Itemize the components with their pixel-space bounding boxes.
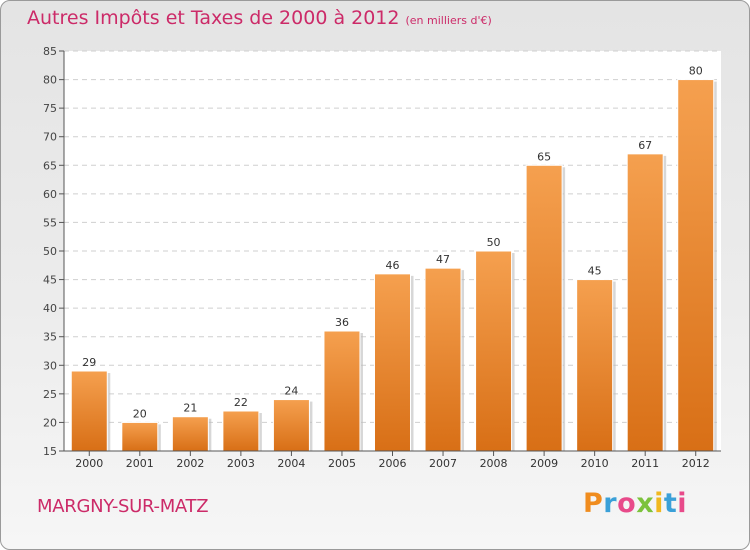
x-tick-label: 2000: [75, 457, 103, 470]
bar: [677, 79, 715, 452]
chart-title: Autres Impôts et Taxes de 2000 à 2012 (en…: [27, 7, 492, 29]
bar: [323, 330, 361, 452]
bar: [424, 267, 462, 452]
y-tick-label: 55: [43, 216, 57, 229]
data-label: 47: [436, 253, 450, 266]
data-label: 45: [588, 265, 602, 278]
y-tick-label: 45: [43, 274, 57, 287]
bar: [70, 370, 108, 452]
bar: [525, 164, 563, 452]
bar: [222, 410, 260, 452]
y-tick-label: 60: [43, 188, 57, 201]
y-tick-label: 25: [43, 388, 57, 401]
data-label: 29: [82, 356, 96, 369]
bar: [272, 399, 310, 452]
bar: [121, 421, 159, 452]
logo-letter: r: [603, 488, 618, 519]
y-tick-label: 40: [43, 302, 57, 315]
y-tick-label: 80: [43, 74, 57, 87]
chart-title-text: Autres Impôts et Taxes de 2000 à 2012: [27, 7, 400, 29]
x-tick-label: 2010: [581, 457, 609, 470]
x-tick-label: 2004: [277, 457, 305, 470]
x-tick-label: 2012: [682, 457, 710, 470]
bar: [475, 250, 513, 452]
y-tick-label: 15: [43, 445, 57, 458]
y-tick-label: 85: [43, 45, 57, 58]
data-label: 21: [183, 402, 197, 415]
logo-letter: t: [663, 488, 678, 519]
x-tick-label: 2007: [429, 457, 457, 470]
bar: [171, 416, 209, 452]
x-tick-label: 2008: [480, 457, 508, 470]
bar: [374, 273, 411, 452]
x-tick-label: 2003: [227, 457, 255, 470]
data-label: 36: [335, 316, 349, 329]
logo-letter: x: [636, 488, 655, 519]
data-label: 22: [234, 396, 248, 409]
x-tick-label: 2005: [328, 457, 356, 470]
logo-letter: i: [677, 488, 688, 519]
logo-letter: i: [654, 488, 664, 519]
y-tick-label: 35: [43, 331, 57, 344]
y-tick-label: 65: [43, 159, 57, 172]
bar: [626, 153, 664, 452]
logo-letter: P: [583, 488, 604, 519]
data-label: 20: [133, 407, 147, 420]
data-label: 46: [386, 259, 400, 272]
bars: [70, 79, 717, 452]
y-tick-label: 70: [43, 131, 57, 144]
x-tick-label: 2001: [126, 457, 154, 470]
y-tick-label: 30: [43, 359, 57, 372]
y-tick-label: 75: [43, 102, 57, 115]
data-label: 50: [487, 236, 501, 249]
x-tick-label: 2006: [379, 457, 407, 470]
x-tick-label: 2009: [530, 457, 558, 470]
y-tick-label: 20: [43, 416, 57, 429]
x-tick-label: 2002: [176, 457, 204, 470]
data-label: 80: [689, 65, 703, 78]
data-label: 65: [537, 150, 551, 163]
proxiti-logo: Proxiti: [583, 488, 687, 519]
y-tick-label: 50: [43, 245, 57, 258]
logo-letter: o: [617, 488, 637, 519]
commune-name: MARGNY-SUR-MATZ: [37, 496, 209, 517]
axes: [59, 50, 721, 456]
x-tick-label: 2011: [631, 457, 659, 470]
bar: [576, 279, 614, 452]
data-label: 24: [284, 385, 298, 398]
data-label: 67: [638, 139, 652, 152]
labels: 15 20 25 30 35 40 45 50 55 60 65 70 75 80 85 29 2000 20 20…: [43, 45, 710, 470]
chart-unit: (en milliers d'€): [405, 14, 492, 27]
